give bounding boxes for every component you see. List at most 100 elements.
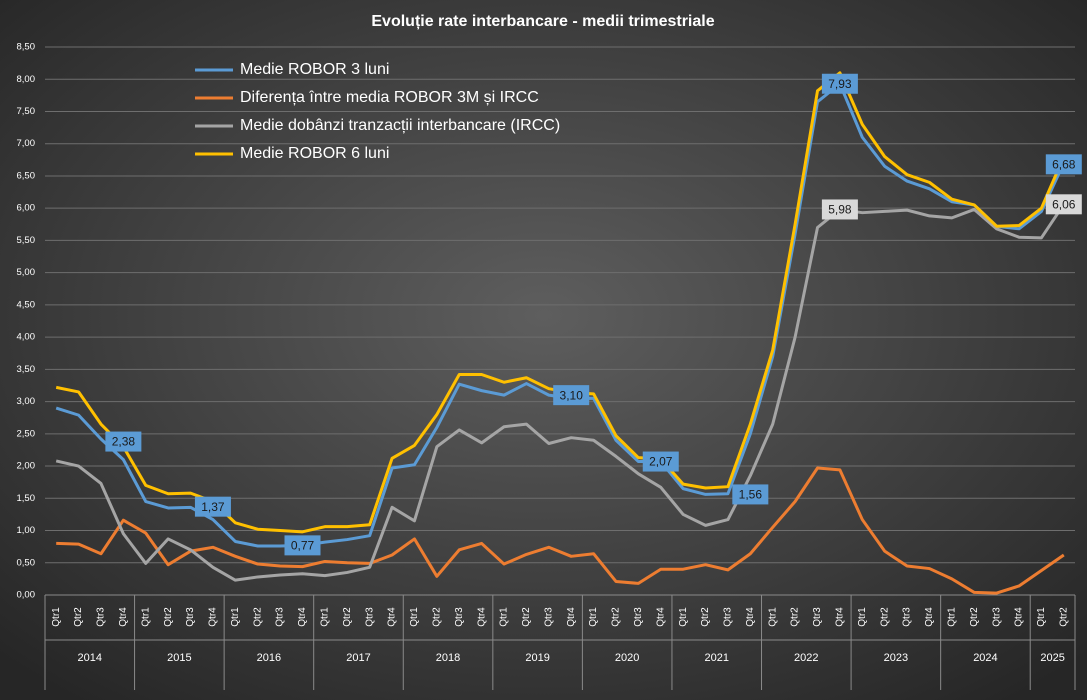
data-label-box [1045, 154, 1082, 175]
series-line [56, 466, 1065, 595]
x-tick-label: Qtr4 [566, 607, 577, 627]
x-tick-label: Qtr3 [902, 607, 913, 627]
y-tick-label: 5,50 [17, 235, 36, 246]
y-tick-label: 3,50 [17, 364, 36, 375]
y-tick-label: 0,50 [17, 557, 36, 568]
y-tick-label: 5,00 [17, 267, 36, 278]
x-tick-label: Qtr4 [476, 607, 487, 627]
x-tick-label: Qtr2 [790, 607, 801, 627]
x-tick-label: Qtr2 [879, 607, 890, 627]
y-tick-label: 2,00 [17, 461, 36, 472]
data-label-box [642, 451, 679, 472]
x-tick-label: Qtr3 [991, 607, 1002, 627]
x-tick-label: Qtr1 [857, 607, 868, 627]
x-group-label: 2020 [615, 652, 639, 664]
x-tick-label: Qtr3 [185, 607, 196, 627]
x-tick-label: Qtr1 [140, 607, 151, 627]
chart-title: Evoluție rate interbancare - medii trime… [371, 13, 714, 30]
x-group-label: 2023 [884, 652, 908, 664]
x-tick-label: Qtr2 [342, 607, 353, 627]
y-tick-label: 1,00 [17, 525, 36, 536]
x-tick-label: Qtr2 [252, 607, 263, 627]
x-group-label: 2014 [78, 652, 102, 664]
x-tick-label: Qtr4 [924, 607, 935, 627]
x-tick-label: Qtr2 [521, 607, 532, 627]
x-group-label: 2017 [346, 652, 370, 664]
x-tick-label: Qtr4 [208, 607, 219, 627]
x-tick-label: Qtr3 [275, 607, 286, 627]
x-tick-label: Qtr4 [118, 607, 129, 627]
x-tick-label: Qtr3 [633, 607, 644, 627]
x-tick-label: Qtr3 [812, 607, 823, 627]
data-label-box [1045, 194, 1082, 215]
legend-label: Medie ROBOR 6 luni [240, 145, 389, 162]
x-tick-label: Qtr2 [700, 607, 711, 627]
data-label: 2,07 [649, 455, 673, 469]
x-tick-label: Qtr2 [163, 607, 174, 627]
x-group-label: 2015 [167, 652, 191, 664]
x-tick-label: Qtr4 [655, 607, 666, 627]
x-tick-label: Qtr1 [320, 607, 331, 627]
x-tick-label: Qtr2 [969, 607, 980, 627]
x-tick-label: Qtr2 [73, 607, 84, 627]
x-tick-label: Qtr3 [543, 607, 554, 627]
data-label-box [284, 535, 321, 556]
data-label: 5,98 [828, 203, 852, 217]
legend-label: Diferența între media ROBOR 3M și IRCC [240, 89, 539, 106]
y-tick-label: 8,50 [17, 42, 36, 53]
y-tick-label: 6,00 [17, 203, 36, 214]
y-tick-label: 7,50 [17, 106, 36, 117]
data-label: 6,68 [1052, 158, 1076, 172]
x-group-label: 2025 [1040, 652, 1064, 664]
data-label: 1,37 [201, 500, 225, 514]
x-tick-label: Qtr4 [835, 607, 846, 627]
y-tick-label: 1,50 [17, 493, 36, 504]
data-label: 3,10 [560, 388, 584, 402]
x-tick-label: Qtr3 [454, 607, 465, 627]
data-label-box [732, 484, 769, 505]
y-tick-label: 0,00 [17, 590, 36, 601]
x-tick-label: Qtr1 [409, 607, 420, 627]
x-tick-label: Qtr1 [946, 607, 957, 627]
x-tick-label: Qtr3 [364, 607, 375, 627]
x-tick-label: Qtr1 [678, 607, 689, 627]
x-tick-label: Qtr2 [431, 607, 442, 627]
y-tick-label: 7,00 [17, 138, 36, 149]
x-tick-label: Qtr2 [1058, 607, 1069, 627]
x-tick-label: Qtr4 [297, 607, 308, 627]
x-group-label: 2018 [436, 652, 460, 664]
x-tick-label: Qtr4 [1014, 607, 1025, 627]
data-label: 2,38 [112, 435, 136, 449]
y-tick-label: 2,50 [17, 428, 36, 439]
x-tick-label: Qtr1 [588, 607, 599, 627]
y-tick-label: 3,00 [17, 396, 36, 407]
y-tick-label: 4,00 [17, 332, 36, 343]
x-tick-label: Qtr2 [611, 607, 622, 627]
x-tick-label: Qtr1 [499, 607, 510, 627]
x-tick-label: Qtr1 [1036, 607, 1047, 627]
data-label: 0,77 [291, 539, 315, 553]
series-line [55, 203, 1066, 582]
data-label: 7,93 [828, 77, 852, 91]
x-group-label: 2019 [525, 652, 549, 664]
x-group-label: 2021 [704, 652, 728, 664]
x-tick-label: Qtr1 [51, 607, 62, 627]
data-label-box [821, 199, 858, 220]
x-group-label: 2022 [794, 652, 818, 664]
x-group-label: 2024 [973, 652, 997, 664]
data-label: 1,56 [739, 488, 763, 502]
data-label-box [194, 496, 231, 517]
data-label: 6,06 [1052, 197, 1076, 211]
x-tick-label: Qtr1 [230, 607, 241, 627]
legend-label: Medie ROBOR 3 luni [240, 61, 389, 78]
x-group-label: 2016 [257, 652, 281, 664]
x-tick-label: Qtr4 [387, 607, 398, 627]
y-tick-label: 4,50 [17, 299, 36, 310]
data-label-box [821, 73, 858, 94]
x-tick-label: Qtr3 [723, 607, 734, 627]
data-label-box [105, 431, 142, 452]
data-label-box [553, 385, 590, 406]
y-tick-label: 8,00 [17, 74, 36, 85]
